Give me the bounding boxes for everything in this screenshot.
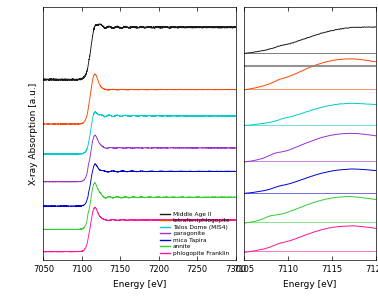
annite [41,228,46,231]
mica Tapira [93,162,97,166]
Talos Dome (MIS4) [229,114,234,118]
Middle Age II [123,25,128,29]
tetraferriphlogopite [41,122,46,126]
phlogopite Franklin [74,250,79,253]
X-axis label: Energy [eV]: Energy [eV] [283,280,336,289]
Y-axis label: X-ray Absorption [a.u.]: X-ray Absorption [a.u.] [29,83,38,185]
tetraferriphlogopite [93,72,97,76]
paragonite [115,146,119,150]
phlogopite Franklin [229,218,234,222]
Line: Middle Age II: Middle Age II [43,24,235,81]
tetraferriphlogopite [74,122,79,126]
Line: annite: annite [43,183,235,230]
tetraferriphlogopite [63,122,68,126]
tetraferriphlogopite [229,88,234,91]
paragonite [41,180,46,184]
Talos Dome (MIS4) [123,114,128,117]
Line: mica Tapira: mica Tapira [43,164,235,206]
Talos Dome (MIS4) [63,152,68,156]
Line: tetraferriphlogopite: tetraferriphlogopite [43,74,235,124]
Line: Talos Dome (MIS4): Talos Dome (MIS4) [43,112,235,154]
Talos Dome (MIS4) [233,114,238,118]
Middle Age II [41,78,46,81]
paragonite [74,180,79,184]
paragonite [43,180,47,184]
phlogopite Franklin [123,218,128,222]
Line: phlogopite Franklin: phlogopite Franklin [43,207,235,252]
Talos Dome (MIS4) [73,152,77,156]
tetraferriphlogopite [76,122,80,126]
paragonite [123,146,128,150]
phlogopite Franklin [93,205,98,209]
Legend: Middle Age II, tetraferriphlogopite, Talos Dome (MIS4), paragonite, mica Tapira,: Middle Age II, tetraferriphlogopite, Tal… [158,210,232,258]
Middle Age II [233,25,238,29]
mica Tapira [74,204,79,208]
Middle Age II [63,77,68,81]
annite [76,228,80,231]
Talos Dome (MIS4) [74,152,79,156]
phlogopite Franklin [41,250,46,253]
mica Tapira [233,170,238,173]
Talos Dome (MIS4) [93,110,98,113]
Middle Age II [115,25,119,28]
paragonite [63,180,68,184]
mica Tapira [63,204,68,208]
annite [93,181,97,185]
Middle Age II [209,25,214,29]
mica Tapira [53,205,57,208]
annite [209,196,214,199]
annite [74,228,79,231]
annite [229,196,234,199]
Middle Age II [98,22,102,26]
phlogopite Franklin [209,218,214,222]
tetraferriphlogopite [123,88,128,91]
paragonite [233,146,238,150]
tetraferriphlogopite [209,88,214,91]
annite [63,228,68,231]
annite [115,195,119,199]
annite [123,195,128,199]
tetraferriphlogopite [233,88,238,91]
Talos Dome (MIS4) [209,114,214,118]
phlogopite Franklin [48,250,52,254]
mica Tapira [123,170,128,173]
mica Tapira [209,170,214,173]
paragonite [209,146,214,150]
tetraferriphlogopite [115,88,119,91]
phlogopite Franklin [63,250,68,253]
mica Tapira [41,204,46,208]
Line: paragonite: paragonite [43,135,235,182]
Middle Age II [229,26,234,29]
Middle Age II [64,79,68,82]
phlogopite Franklin [233,218,238,222]
X-axis label: Energy [eV]: Energy [eV] [113,280,166,289]
paragonite [229,146,234,149]
phlogopite Franklin [115,218,119,222]
Middle Age II [74,78,79,81]
Talos Dome (MIS4) [41,152,46,156]
Talos Dome (MIS4) [115,113,119,117]
annite [233,195,238,199]
mica Tapira [115,170,119,174]
mica Tapira [229,170,234,173]
paragonite [93,133,97,137]
